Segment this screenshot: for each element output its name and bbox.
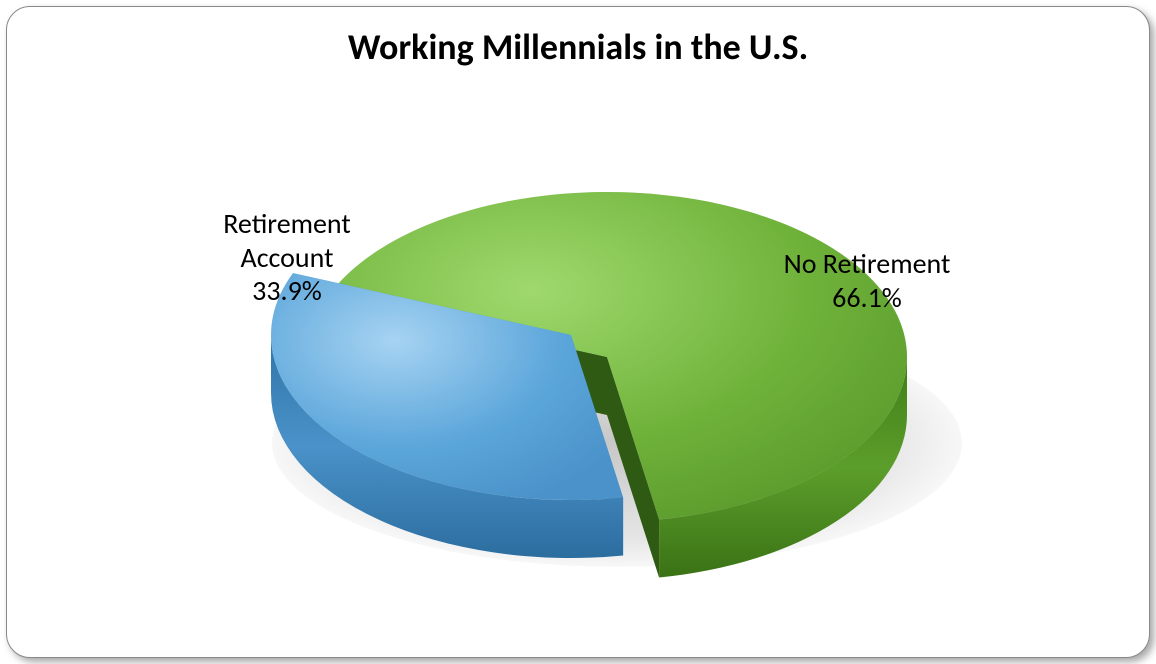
slice-value: 33.9% bbox=[157, 274, 417, 308]
slice-label-line1: Retirement bbox=[157, 207, 417, 241]
chart-title: Working Millennials in the U.S. bbox=[7, 25, 1149, 69]
slice-value: 66.1% bbox=[727, 281, 1007, 315]
chart-frame: Working Millennials in the U.S. bbox=[6, 6, 1150, 658]
slice-label-line1: No Retirement bbox=[727, 247, 1007, 281]
slice-label-retirement-account: Retirement Account 33.9% bbox=[157, 207, 417, 308]
pie-chart bbox=[7, 127, 1150, 647]
slice-label-line2: Account bbox=[157, 241, 417, 275]
slice-label-no-retirement: No Retirement 66.1% bbox=[727, 247, 1007, 314]
pie-area bbox=[7, 127, 1149, 637]
